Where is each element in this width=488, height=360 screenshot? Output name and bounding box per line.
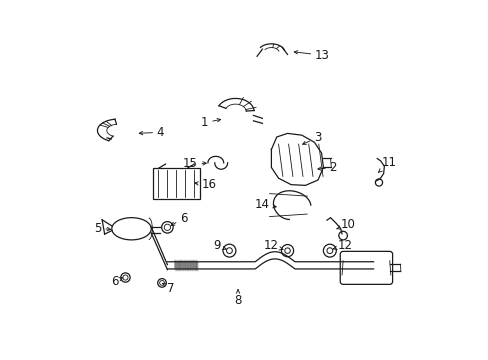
Text: 12: 12 xyxy=(263,239,283,252)
Text: 2: 2 xyxy=(317,161,336,174)
Text: 7: 7 xyxy=(162,282,174,295)
Text: 11: 11 xyxy=(378,156,396,172)
Text: 6: 6 xyxy=(111,275,123,288)
Text: 14: 14 xyxy=(254,198,276,211)
Text: 15: 15 xyxy=(183,157,206,170)
Text: 3: 3 xyxy=(302,131,321,144)
Text: 12: 12 xyxy=(333,239,352,252)
Text: 6: 6 xyxy=(171,212,187,225)
Text: 13: 13 xyxy=(294,49,329,62)
Text: 1: 1 xyxy=(201,116,220,129)
Text: 10: 10 xyxy=(336,218,355,231)
Text: 16: 16 xyxy=(195,178,216,191)
Text: 9: 9 xyxy=(213,239,225,252)
Text: 5: 5 xyxy=(94,222,110,235)
Text: 8: 8 xyxy=(234,290,241,307)
Bar xyxy=(153,168,199,199)
Text: 4: 4 xyxy=(139,126,164,139)
